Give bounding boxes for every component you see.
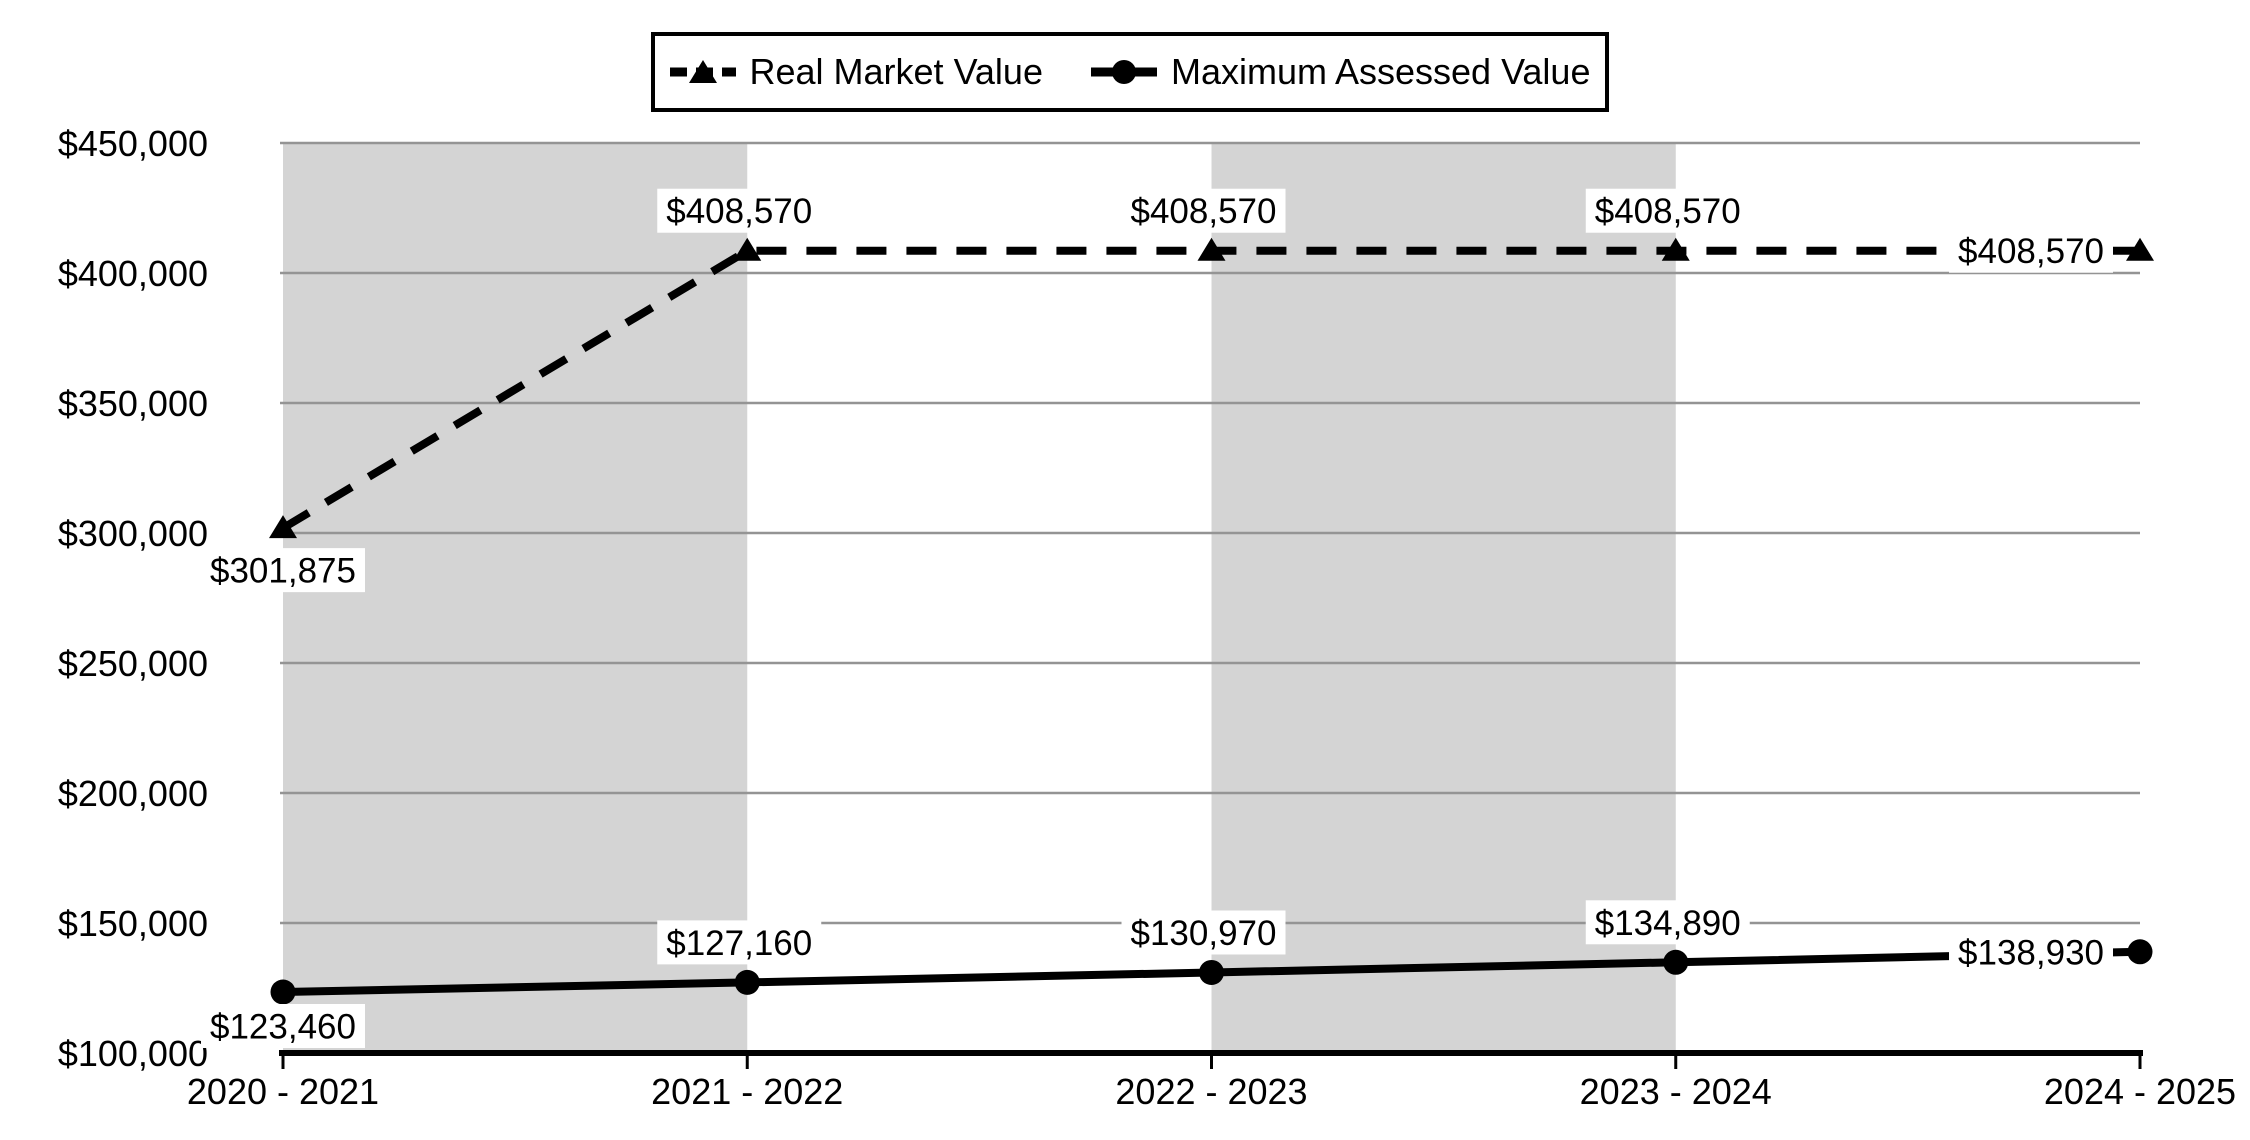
y-axis-label: $250,000 <box>58 643 208 684</box>
x-axis-label: 2023 - 2024 <box>1580 1071 1772 1112</box>
data-label: $301,875 <box>210 552 356 591</box>
data-label: $130,970 <box>1131 914 1277 953</box>
data-label-bg <box>1121 188 1286 233</box>
y-axis-label: $200,000 <box>58 773 208 814</box>
marker-circle <box>2127 939 2153 965</box>
plot-band <box>283 143 748 1053</box>
x-axis-label: 2020 - 2021 <box>187 1071 379 1112</box>
y-axis-label: $100,000 <box>58 1033 208 1074</box>
data-label: $408,570 <box>1595 192 1741 231</box>
y-axis-label: $300,000 <box>58 513 208 554</box>
data-label-bg <box>1949 228 2113 273</box>
dashed-line-triangle-marker-icon <box>669 60 736 83</box>
legend: Real Market Value Maximum Assessed Value <box>651 32 1609 112</box>
data-label-bg <box>657 920 822 965</box>
y-axis-label: $350,000 <box>58 383 208 424</box>
data-label-bg <box>657 188 822 233</box>
data-label-bg <box>1121 910 1286 955</box>
solid-line-circle-marker-icon <box>1090 60 1157 84</box>
marker-triangle <box>2126 237 2154 261</box>
data-label: $123,460 <box>210 1008 356 1047</box>
legend-item-real-market-value: Real Market Value <box>669 51 1043 93</box>
x-axis-label: 2021 - 2022 <box>651 1071 843 1112</box>
data-label-bg <box>1585 188 1750 233</box>
marker-circle <box>270 979 296 1005</box>
data-label-bg <box>201 1004 365 1049</box>
data-label: $134,890 <box>1595 904 1741 943</box>
marker-triangle <box>269 515 297 539</box>
data-label: $138,930 <box>1958 933 2104 972</box>
marker-circle <box>734 969 760 995</box>
legend-label-real-market-value: Real Market Value <box>749 51 1043 92</box>
y-axis-label: $400,000 <box>58 253 208 294</box>
legend-item-maximum-assessed-value: Maximum Assessed Value <box>1090 51 1591 93</box>
data-label: $408,570 <box>1958 232 2104 271</box>
marker-triangle <box>733 237 762 261</box>
data-label-bg <box>1585 900 1750 945</box>
legend-label-maximum-assessed-value: Maximum Assessed Value <box>1170 51 1591 92</box>
data-label: $127,160 <box>666 924 812 963</box>
data-label: $408,570 <box>666 192 812 231</box>
marker-circle <box>1199 959 1224 985</box>
y-axis-label: $450,000 <box>58 123 208 164</box>
x-axis-label: 2024 - 2025 <box>2044 1071 2236 1112</box>
marker-triangle <box>1661 237 1690 261</box>
data-label: $408,570 <box>1131 192 1277 231</box>
y-axis-label: $150,000 <box>58 903 208 944</box>
data-label-bg <box>1949 929 2113 974</box>
marker-circle <box>1663 949 1689 975</box>
x-axis-label: 2022 - 2023 <box>1115 1071 1307 1112</box>
marker-triangle <box>1197 237 1226 261</box>
data-label-bg <box>201 548 365 593</box>
